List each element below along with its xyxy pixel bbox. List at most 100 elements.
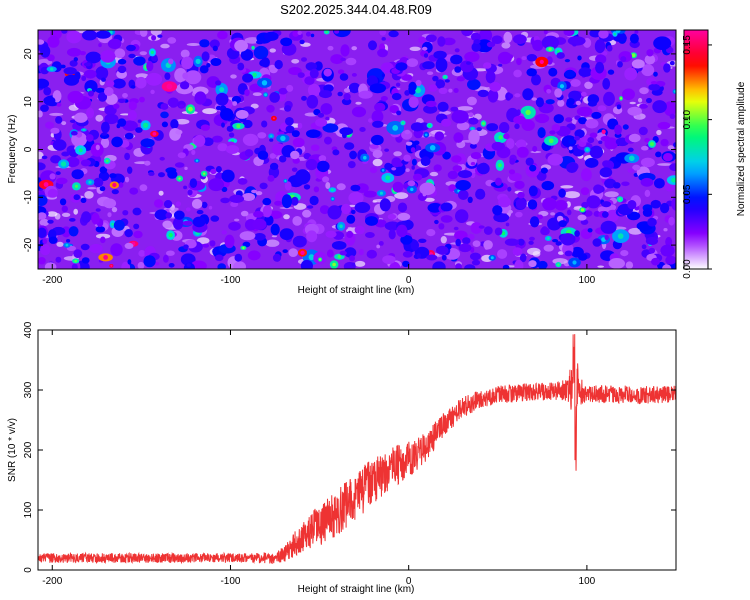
heatmap-cell-core (559, 84, 565, 89)
heatmap-cell (627, 106, 642, 116)
heatmap-cell (604, 234, 609, 241)
heatmap-cell (466, 61, 471, 65)
heatmap-cell (541, 35, 560, 50)
heatmap-cell (186, 263, 191, 267)
heatmap-cell (415, 79, 422, 87)
heatmap-cell-core (618, 198, 622, 201)
heatmap-cell (471, 42, 481, 52)
heatmap-cell (143, 255, 156, 268)
heatmap-cell (111, 206, 118, 213)
heatmap-cell (358, 249, 364, 256)
heatmap-cell (161, 121, 168, 128)
heatmap-cell (288, 248, 298, 257)
heatmap-cell (70, 130, 78, 136)
heatmap-cell-core (112, 182, 117, 188)
heatmap-cell (408, 96, 419, 108)
heatmap-cell (584, 157, 599, 168)
heatmap-cell (291, 130, 300, 138)
heatmap-cell (404, 129, 411, 135)
heatmap-cell (225, 145, 240, 154)
heatmap-cell (279, 155, 287, 163)
heatmap-cell (170, 119, 179, 129)
heatmap-cell (466, 96, 477, 106)
heatmap-cell (526, 54, 538, 62)
heatmap-cell (269, 92, 280, 103)
heatmap-cell (429, 171, 439, 177)
heatmap-cell (199, 65, 209, 74)
heatmap-cell (363, 190, 377, 198)
heatmap-cell (166, 250, 175, 256)
heatmap-cell (575, 100, 581, 106)
heatmap-cell (514, 259, 524, 269)
heatmap-cell (71, 132, 87, 147)
heatmap-cell-core (547, 237, 550, 240)
heatmap-cell (602, 211, 609, 218)
heatmap-cell (502, 264, 510, 269)
heatmap-cell (325, 182, 331, 189)
heatmap-cell (456, 121, 470, 131)
heatmap-cell (124, 242, 134, 249)
heatmap-cell (295, 169, 311, 185)
heatmap-cell (113, 103, 120, 109)
heatmap-cell (602, 78, 611, 90)
heatmap-cell (306, 129, 321, 138)
heatmap-cell (426, 229, 436, 237)
heatmap-cell (129, 187, 139, 195)
heatmap-cell (486, 123, 499, 132)
heatmap-cell (42, 238, 48, 244)
heatmap-cell (351, 106, 367, 118)
heatmap-cell (111, 136, 123, 148)
heatmap-cell (418, 36, 426, 44)
heatmap-cell (309, 195, 319, 206)
heatmap-cell (359, 127, 366, 132)
heatmap-cell (38, 110, 43, 118)
heatmap-cell (405, 141, 413, 146)
heatmap-cell (547, 153, 563, 166)
heatmap-cell (642, 208, 653, 217)
heatmap-cell (185, 207, 191, 212)
heatmap-cell-core (525, 109, 531, 116)
heatmap-cell (130, 85, 136, 89)
heatmap-cell (184, 70, 202, 85)
heatmap-cell (100, 50, 116, 63)
heatmap-cell (182, 220, 193, 226)
heatmap-cell (174, 162, 185, 168)
heatmap-cell (653, 71, 658, 77)
heatmap-cell (327, 45, 334, 51)
heatmap-cell (305, 159, 318, 171)
heatmap-cell (427, 202, 443, 213)
heatmap-cell (627, 200, 637, 210)
heatmap-cell (384, 162, 392, 170)
heatmap-cell (313, 186, 320, 193)
heatmap-cell (508, 169, 516, 175)
heatmap-cell (477, 162, 490, 175)
heatmap-cell (425, 34, 437, 43)
heatmap-cell (369, 167, 378, 174)
heatmap-cell (112, 78, 126, 89)
heatmap-cell (578, 117, 587, 125)
heatmap-cell (660, 138, 669, 147)
colorbar-label: Normalized spectral amplitude (736, 81, 747, 216)
heatmap-cell (40, 244, 51, 256)
heatmap-cell (345, 57, 357, 66)
heatmap-cell (151, 35, 157, 41)
heatmap-cell (462, 237, 471, 245)
heatmap-cell (369, 144, 379, 149)
heatmap-cell-core (572, 260, 577, 265)
heatmap-cell (379, 30, 387, 36)
heatmap-cell (98, 43, 102, 48)
heatmap-cell-core (272, 117, 275, 120)
heatmap-cell (84, 69, 97, 79)
heatmap-cell (527, 199, 538, 210)
heatmap-cell (577, 214, 587, 221)
heatmap-cell (663, 101, 676, 116)
heatmap-cell (536, 214, 544, 220)
heatmap-cell (253, 45, 269, 60)
heatmap-cell-core (74, 259, 77, 263)
heatmap-cell (61, 151, 70, 157)
heatmap-cell (564, 250, 573, 257)
heatmap-cell (348, 82, 361, 94)
heatmap-cell (598, 140, 603, 144)
heatmap-cell (513, 69, 522, 78)
heatmap-cell (339, 127, 354, 136)
